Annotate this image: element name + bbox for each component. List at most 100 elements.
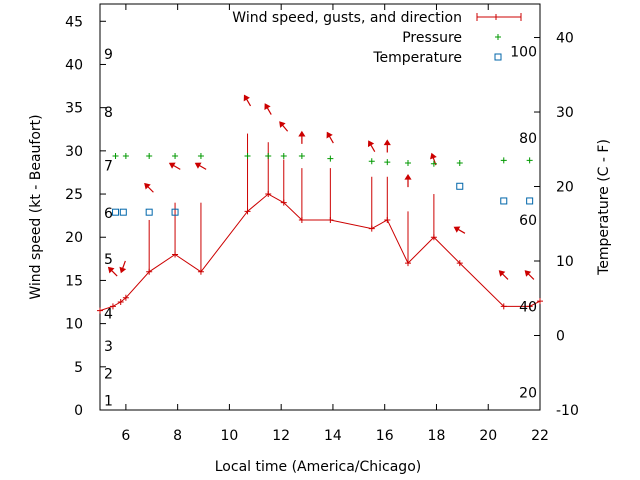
x-tick-label: 14 bbox=[324, 428, 342, 444]
wind-direction-arrow bbox=[119, 260, 127, 274]
x-tick-label: 18 bbox=[428, 428, 446, 444]
temperature-series-layer bbox=[112, 182, 534, 216]
legend-label: Temperature bbox=[372, 50, 462, 66]
y-tick-label: 10 bbox=[65, 317, 83, 333]
y2-tick-label: 20 bbox=[556, 180, 574, 196]
wind-direction-arrow bbox=[279, 121, 289, 132]
y2-tick-label: -10 bbox=[556, 403, 579, 419]
temperature-point bbox=[112, 208, 120, 216]
pressure-point bbox=[456, 159, 463, 166]
pressure-point bbox=[298, 153, 305, 160]
legend-label: Pressure bbox=[402, 30, 462, 46]
wind-speed-point bbox=[456, 260, 463, 267]
x-tick-label: 16 bbox=[376, 428, 394, 444]
legend-marker bbox=[495, 34, 501, 40]
beaufort-label: 8 bbox=[104, 105, 113, 121]
axes-layer: 6 8 10 12 14 16 18 20 22051015202530354045-10010… bbox=[65, 3, 579, 444]
wind-speed-point bbox=[122, 294, 129, 301]
x-tick-label: 22 bbox=[531, 428, 549, 444]
wind-direction-arrow bbox=[194, 162, 207, 170]
wind-direction-arrow bbox=[298, 130, 306, 144]
x-tick-label: 12 bbox=[272, 428, 290, 444]
x-tick-label: 20 bbox=[479, 428, 497, 444]
pressure-point bbox=[265, 153, 272, 160]
y-tick-label: 35 bbox=[65, 101, 83, 117]
wind-speed-point bbox=[117, 299, 124, 306]
y-tick-label: 40 bbox=[65, 57, 83, 73]
temperature-point bbox=[526, 197, 534, 205]
wind-direction-arrow bbox=[524, 270, 535, 280]
y2-tick-label: 30 bbox=[556, 105, 574, 121]
wind-direction-arrow bbox=[144, 182, 154, 193]
pressure-point bbox=[122, 153, 129, 160]
pressure-point bbox=[280, 153, 287, 160]
y-tick-label: 0 bbox=[74, 403, 83, 419]
x-tick-label: 6 bbox=[121, 428, 130, 444]
temperature-point bbox=[500, 197, 508, 205]
wind-direction-arrow bbox=[367, 140, 376, 153]
wind-direction-arrow bbox=[383, 139, 391, 153]
pressure-point bbox=[244, 153, 251, 160]
y-tick-label: 45 bbox=[65, 14, 83, 30]
wind-direction-arrow bbox=[326, 131, 334, 144]
beaufort-label: 2 bbox=[104, 367, 113, 383]
beaufort-label: 9 bbox=[104, 47, 113, 63]
pressure-point bbox=[384, 159, 391, 166]
pressure-point bbox=[368, 158, 375, 165]
pressure-series-layer bbox=[112, 153, 533, 167]
beaufort-label: 3 bbox=[104, 339, 113, 355]
wind-direction-arrow bbox=[243, 94, 252, 107]
y2-tick-label: 10 bbox=[556, 254, 574, 270]
y2-tick-label: 40 bbox=[556, 31, 574, 47]
wind-direction-arrow bbox=[264, 103, 272, 115]
beaufort-label: 6 bbox=[104, 206, 113, 222]
wind-speed-point bbox=[537, 298, 543, 305]
x-axis-label: Local time (America/Chicago) bbox=[215, 459, 421, 475]
temperature-point bbox=[171, 208, 179, 216]
legend-marker bbox=[476, 13, 522, 21]
pressure-point bbox=[197, 153, 204, 160]
wind-direction-arrow bbox=[107, 266, 118, 277]
y-tick-label: 15 bbox=[65, 273, 83, 289]
y-axis-label: Wind speed (kt - Beaufort) bbox=[28, 114, 44, 299]
scale-labels-layer: 1 2 3 4 5 6 7 8 9 20 40 60 80 100 bbox=[104, 45, 537, 410]
pressure-point bbox=[172, 153, 179, 160]
wind-speed-point bbox=[97, 307, 103, 314]
wind-series-layer bbox=[97, 133, 543, 314]
pressure-point bbox=[526, 157, 533, 164]
beaufort-label: 5 bbox=[104, 252, 113, 268]
y2-axis-label: Temperature (C - F) bbox=[596, 139, 612, 276]
beaufort-label: 7 bbox=[104, 159, 113, 175]
fahrenheit-label: 100 bbox=[510, 45, 537, 61]
fahrenheit-label: 80 bbox=[519, 131, 537, 147]
fahrenheit-label: 60 bbox=[519, 213, 537, 229]
pressure-point bbox=[327, 155, 334, 162]
beaufort-label: 1 bbox=[104, 393, 113, 409]
legend-label: Wind speed, gusts, and direction bbox=[232, 10, 462, 26]
wind-speed-point bbox=[526, 303, 533, 310]
fahrenheit-label: 40 bbox=[519, 299, 537, 315]
wind-direction-arrow bbox=[404, 173, 412, 188]
pressure-point bbox=[112, 153, 119, 160]
pressure-point bbox=[405, 159, 411, 166]
wind-speed-point bbox=[109, 303, 116, 310]
fahrenheit-label: 20 bbox=[519, 386, 537, 402]
temperature-point bbox=[145, 208, 153, 216]
y-tick-label: 5 bbox=[74, 360, 83, 376]
legend-marker bbox=[494, 53, 502, 61]
plot-frame bbox=[99, 3, 541, 411]
y-tick-label: 30 bbox=[65, 144, 83, 160]
y-tick-label: 20 bbox=[65, 230, 83, 246]
temperature-point bbox=[119, 208, 127, 216]
wind-direction-layer bbox=[107, 94, 535, 280]
wind-speed-line bbox=[99, 193, 541, 312]
pressure-point bbox=[500, 157, 507, 164]
y-tick-label: 25 bbox=[65, 187, 83, 203]
pressure-point bbox=[146, 153, 153, 160]
wind-speed-point bbox=[500, 303, 507, 310]
wind-direction-arrow bbox=[168, 162, 181, 170]
pressure-point bbox=[430, 160, 437, 167]
wind-direction-arrow bbox=[498, 270, 509, 280]
wind-direction-arrow bbox=[453, 226, 466, 234]
